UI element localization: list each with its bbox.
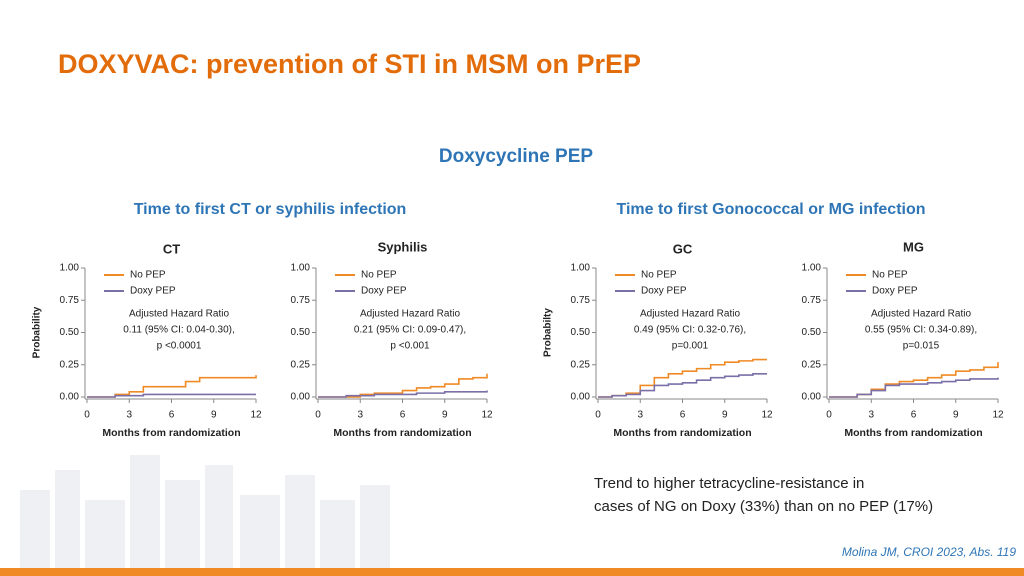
x-tick-label: 9 (211, 410, 217, 421)
annotation: p=0.001 (672, 341, 709, 352)
annotation: Adjusted Hazard Ratio (129, 309, 229, 320)
note: cases of NG on Doxy (33%) than on no PEP… (594, 498, 933, 515)
skyline (20, 455, 390, 570)
chart-title: GC (673, 241, 693, 256)
y-axis-label: Probabilty (543, 308, 554, 357)
chart-title: Syphilis (378, 239, 428, 254)
series-line (598, 358, 767, 398)
legend-label: No PEP (872, 270, 908, 281)
y-tick-label: 0.75 (60, 295, 80, 306)
annotation: 0.55 (95% CI: 0.34-0.89), (865, 325, 977, 336)
y-tick-label: 0.25 (802, 359, 822, 370)
annotation: 0.21 (95% CI: 0.09-0.47), (354, 325, 466, 336)
x-tick-label: 12 (761, 410, 773, 421)
x-tick-label: 12 (481, 410, 493, 421)
annotation: 0.11 (95% CI: 0.04-0.30), (123, 325, 235, 336)
x-tick-label: 3 (357, 410, 363, 421)
chart-title: CT (163, 241, 180, 256)
legend-label: Doxy PEP (361, 286, 407, 297)
y-tick-label: 0.00 (60, 392, 80, 403)
annotation: Adjusted Hazard Ratio (640, 309, 740, 320)
note: Trend to higher tetracycline-resistance … (594, 475, 864, 492)
y-tick-label: 1.00 (802, 263, 822, 274)
series-line (87, 393, 256, 398)
x-tick-label: 6 (400, 410, 406, 421)
annotation: 0.49 (95% CI: 0.32-0.76), (634, 325, 746, 336)
x-tick-label: 0 (84, 410, 90, 421)
y-tick-label: 0.25 (571, 359, 591, 370)
series-line (829, 377, 999, 398)
y-tick-label: 0.25 (291, 359, 311, 370)
x-tick-label: 3 (868, 410, 874, 421)
y-tick-label: 0.00 (291, 392, 311, 403)
series-line (318, 373, 488, 398)
y-tick-label: 0.50 (571, 327, 591, 338)
y-tick-label: 0.50 (802, 327, 822, 338)
x-tick-label: 0 (826, 410, 832, 421)
x-tick-label: 0 (315, 410, 321, 421)
y-tick-label: 0.75 (571, 295, 591, 306)
section-title: Time to first Gonococcal or MG infection (616, 201, 925, 218)
y-tick-label: 1.00 (571, 263, 591, 274)
y-tick-label: 1.00 (60, 263, 80, 274)
x-axis-label: Months from randomization (613, 427, 751, 439)
legend-label: No PEP (641, 270, 677, 281)
y-tick-label: 0.50 (291, 327, 311, 338)
x-axis-label: Months from randomization (102, 427, 240, 439)
y-tick-label: 1.00 (291, 263, 311, 274)
legend-label: No PEP (361, 270, 397, 281)
legend-label: Doxy PEP (130, 286, 176, 297)
annotation: Adjusted Hazard Ratio (360, 309, 460, 320)
x-tick-label: 0 (595, 410, 601, 421)
y-tick-label: 0.75 (291, 295, 311, 306)
legend-label: No PEP (130, 270, 166, 281)
x-tick-label: 3 (637, 410, 643, 421)
x-tick-label: 6 (911, 410, 917, 421)
series-line (598, 372, 767, 398)
chart: GC Probabilty Months from randomization 0.0… (543, 241, 773, 438)
x-tick-label: 6 (680, 410, 686, 421)
y-tick-label: 0.25 (60, 359, 80, 370)
y-tick-label: 0.00 (571, 392, 591, 403)
annotation: p <0.001 (390, 341, 430, 352)
series-line (87, 375, 257, 398)
legend-label: Doxy PEP (872, 286, 918, 297)
x-tick-label: 6 (169, 410, 175, 421)
annotation: p=0.015 (903, 341, 940, 352)
y-tick-label: 0.00 (802, 392, 822, 403)
slide-title: DOXYVAC: prevention of STI in MSM on PrE… (58, 49, 641, 79)
x-tick-label: 12 (250, 410, 262, 421)
x-axis-label: Months from randomization (844, 427, 982, 439)
x-tick-label: 9 (442, 410, 448, 421)
series-line (318, 390, 488, 398)
x-tick-label: 9 (722, 410, 728, 421)
annotation: Adjusted Hazard Ratio (871, 309, 971, 320)
annotation: p <0.0001 (157, 341, 202, 352)
chart: CT Probability Months from randomization 0.… (32, 241, 262, 438)
section-title: Time to first CT or syphilis infection (134, 201, 407, 218)
footer-bar (0, 568, 1024, 576)
x-tick-label: 9 (953, 410, 959, 421)
chart: Syphilis Months from randomization 0.00 0.2… (291, 239, 493, 438)
legend-label: Doxy PEP (641, 286, 687, 297)
chart: MG Months from randomization 0.00 0.25 0.50 0… (802, 239, 1004, 438)
x-tick-label: 3 (126, 410, 132, 421)
y-tick-label: 0.75 (802, 295, 822, 306)
subtitle: Doxycycline PEP (439, 146, 594, 167)
citation: Molina JM, CROI 2023, Abs. 119 (842, 545, 1016, 559)
x-axis-label: Months from randomization (333, 427, 471, 439)
chart-title: MG (903, 239, 924, 254)
y-axis-label: Probability (32, 306, 43, 358)
x-tick-label: 12 (992, 410, 1004, 421)
y-tick-label: 0.50 (60, 327, 80, 338)
